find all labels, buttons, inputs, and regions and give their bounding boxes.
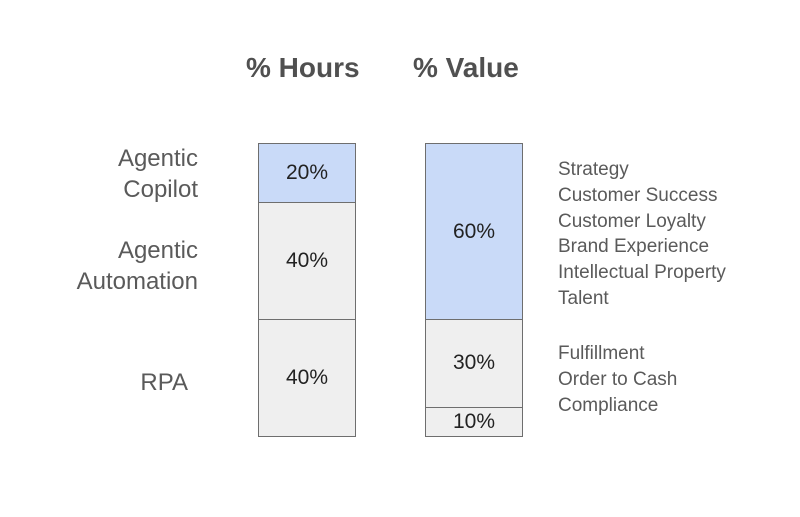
hours-segment-rpa: 40% <box>259 319 355 436</box>
row-label-line: Agentic <box>117 145 198 172</box>
list-item: Customer Success <box>558 184 718 206</box>
high-value-activities-list: Strategy Customer Success Customer Loyal… <box>558 157 726 312</box>
value-bar: 60% 30% 10% <box>425 143 523 437</box>
hours-column-heading: % Hours <box>246 52 360 83</box>
row-label-line: Agentic <box>117 237 198 264</box>
value-segment-high: 60% <box>426 144 522 320</box>
hours-segment-agentic-copilot: 20% <box>259 144 355 203</box>
row-label-rpa: RPA <box>140 367 188 398</box>
list-item: Customer Loyalty <box>558 210 706 232</box>
list-item: Strategy <box>558 159 629 180</box>
row-label-line: RPA <box>140 369 188 396</box>
value-segment-mid: 30% <box>426 319 522 407</box>
row-label-agentic-automation: Agentic Automation <box>77 235 198 297</box>
hours-segment-agentic-automation: 40% <box>259 202 355 320</box>
list-item: Fulfillment <box>558 343 645 364</box>
list-item: Talent <box>558 287 609 309</box>
row-label-agentic-copilot: Agentic Copilot <box>118 143 198 205</box>
list-item: Compliance <box>558 394 659 416</box>
value-segment-low: 10% <box>426 406 522 436</box>
list-item: Brand Experience <box>558 236 710 258</box>
row-label-line: Copilot <box>123 176 198 203</box>
row-label-line: Automation <box>76 268 198 295</box>
list-item: Intellectual Property <box>558 262 726 284</box>
low-value-activities-list: Fulfillment Order to Cash Compliance <box>558 341 677 418</box>
value-column-heading: % Value <box>413 52 519 83</box>
list-item: Order to Cash <box>558 368 678 390</box>
hours-bar: 20% 40% 40% <box>258 143 356 437</box>
